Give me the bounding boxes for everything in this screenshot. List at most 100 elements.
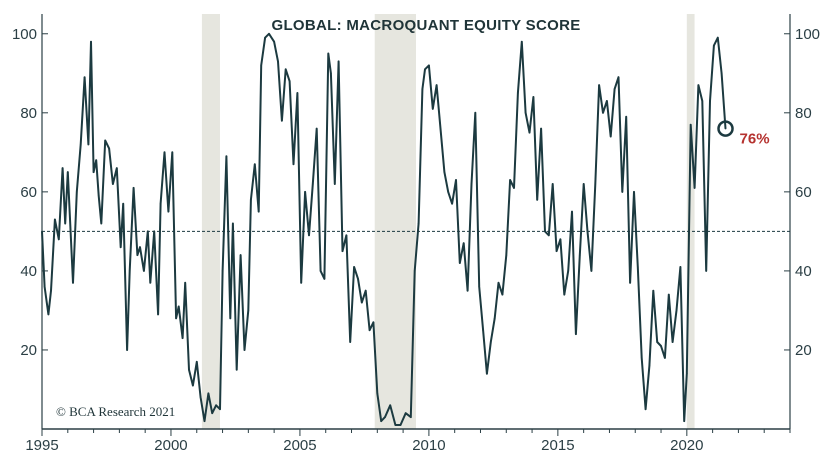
y-tick-label-right: 40	[795, 263, 812, 280]
data-point	[625, 115, 628, 118]
data-point	[478, 285, 480, 288]
recession-band	[201, 14, 220, 429]
data-point	[195, 361, 198, 363]
data-point	[235, 368, 238, 371]
data-point	[590, 270, 593, 272]
data-point	[724, 127, 727, 130]
x-tick-label: 1995	[25, 437, 58, 454]
data-point	[61, 167, 64, 169]
data-point	[319, 270, 322, 272]
data-point	[257, 210, 260, 213]
data-point	[482, 329, 484, 331]
data-point	[122, 202, 125, 205]
data-point	[613, 88, 616, 90]
data-point	[181, 337, 184, 339]
data-point	[219, 408, 221, 411]
y-tick-label-right: 80	[795, 105, 812, 122]
x-tick-label: 2000	[154, 437, 187, 454]
data-point	[536, 198, 539, 201]
data-point	[97, 195, 100, 197]
data-point	[435, 84, 438, 86]
y-tick-label-left: 60	[20, 184, 37, 201]
data-point	[90, 40, 92, 43]
chart-title: GLOBAL: MACROQUANT EQUITY SCORE	[271, 17, 580, 34]
data-point	[215, 404, 217, 407]
data-point	[260, 64, 263, 67]
data-point	[675, 309, 678, 312]
data-point	[490, 341, 492, 343]
data-point	[368, 329, 371, 331]
data-point	[559, 238, 562, 241]
data-point	[232, 222, 234, 225]
data-point	[575, 333, 577, 335]
data-point	[509, 179, 511, 181]
data-point	[175, 317, 177, 320]
y-tick-label-left: 20	[20, 342, 37, 359]
data-point	[47, 313, 50, 316]
data-point	[380, 420, 382, 422]
data-point	[455, 179, 457, 181]
data-point	[555, 250, 558, 252]
y-tick-label-right: 20	[795, 342, 812, 359]
data-point	[410, 416, 412, 418]
data-point	[399, 424, 402, 426]
data-point	[497, 281, 500, 284]
y-tick-label-left: 40	[20, 263, 37, 280]
data-point	[143, 270, 145, 272]
data-point	[637, 266, 639, 268]
data-point	[349, 341, 352, 343]
data-point	[648, 364, 651, 367]
data-point	[268, 32, 270, 35]
data-point	[501, 293, 504, 296]
data-point	[513, 187, 515, 189]
data-point	[716, 36, 719, 39]
data-point	[157, 313, 159, 316]
data-point	[431, 108, 434, 110]
data-point	[188, 368, 190, 371]
data-point	[713, 44, 715, 47]
data-point	[177, 305, 180, 308]
y-tick-label-right: 100	[795, 26, 820, 43]
data-point	[486, 372, 488, 375]
data-point	[540, 127, 542, 130]
data-point	[253, 163, 256, 165]
data-point	[357, 278, 359, 280]
data-point	[163, 151, 166, 154]
data-point	[54, 218, 56, 221]
x-tick-label: 2020	[670, 437, 703, 454]
data-point	[132, 187, 135, 189]
data-point	[167, 210, 170, 213]
data-point	[159, 202, 162, 205]
data-point	[277, 60, 279, 63]
data-point	[652, 289, 655, 292]
data-point	[126, 349, 128, 351]
data-point	[656, 341, 658, 343]
data-point	[644, 408, 647, 411]
current-value-label: 76%	[740, 131, 770, 148]
data-point	[667, 293, 670, 296]
data-point	[184, 281, 186, 284]
data-point	[76, 191, 78, 193]
data-point	[524, 112, 527, 114]
data-point	[116, 167, 118, 169]
data-point	[532, 96, 535, 98]
data-point	[551, 183, 554, 185]
data-point	[686, 372, 688, 375]
data-point	[520, 40, 523, 43]
data-point	[517, 92, 519, 94]
data-point	[243, 349, 246, 351]
data-point	[447, 191, 450, 193]
data-point	[247, 309, 250, 312]
data-point	[548, 234, 550, 237]
data-point	[376, 392, 379, 395]
data-point	[474, 112, 477, 114]
data-point	[100, 222, 103, 225]
data-point	[466, 289, 469, 292]
data-point	[394, 424, 397, 426]
data-point	[66, 171, 69, 173]
data-point	[207, 392, 210, 395]
data-point	[119, 246, 122, 248]
data-point	[364, 289, 367, 292]
